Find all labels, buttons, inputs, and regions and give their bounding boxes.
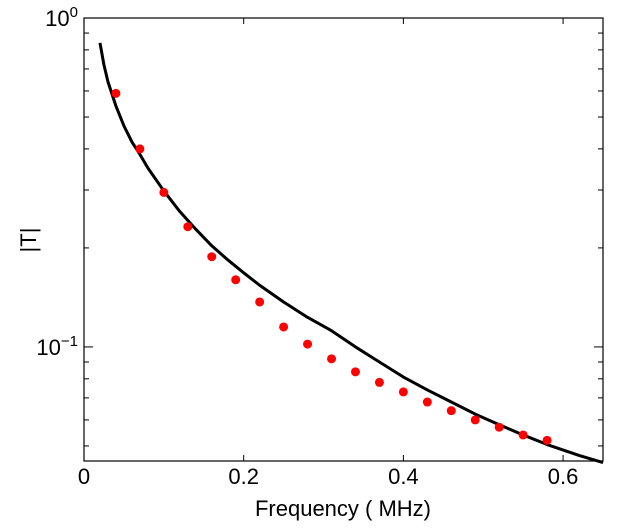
measured-points xyxy=(111,88,552,445)
data-point xyxy=(183,222,193,232)
data-point xyxy=(303,339,313,349)
y-axis-label: |T| xyxy=(16,228,41,253)
data-point xyxy=(542,435,552,445)
axis-ticks xyxy=(83,17,603,461)
plot-frame xyxy=(83,17,604,462)
data-point xyxy=(470,415,480,425)
data-point xyxy=(279,322,289,332)
axis-tick-labels: 0 0.2 0.4 0.6 100 10−1 xyxy=(36,4,578,489)
x-axis-label: Frequency ( MHz) xyxy=(255,496,431,521)
x-tick-label: 0.2 xyxy=(228,464,259,489)
data-point xyxy=(422,397,432,407)
data-point xyxy=(207,252,217,262)
data-point xyxy=(494,422,504,432)
data-point xyxy=(374,377,384,387)
y-tick-label: 100 xyxy=(45,4,78,31)
data-point xyxy=(111,88,121,98)
x-tick-label: 0.6 xyxy=(548,464,579,489)
data-point xyxy=(255,297,265,307)
data-point xyxy=(350,367,360,377)
x-tick-label: 0 xyxy=(78,464,90,489)
data-point xyxy=(518,430,528,440)
y-tick-label: 10−1 xyxy=(36,333,78,360)
data-point xyxy=(327,354,337,364)
data-point xyxy=(135,144,145,154)
data-point xyxy=(231,275,241,285)
fit-curve-line xyxy=(98,42,604,465)
data-point xyxy=(398,387,408,397)
data-point xyxy=(159,187,169,197)
x-tick-label: 0.4 xyxy=(388,464,419,489)
data-point xyxy=(446,406,456,416)
